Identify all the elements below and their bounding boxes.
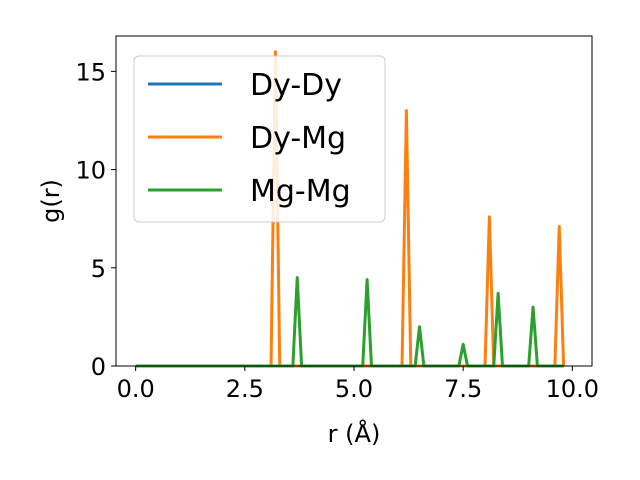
y-axis-label: g(r): [37, 179, 65, 223]
axes: 0.0 2.5 5.0 7.5 10.0 0 5 10 15: [75, 35, 599, 403]
x-tick-label: 0.0: [117, 375, 155, 403]
x-tick-label: 10.0: [546, 375, 599, 403]
y-tick-label: 10: [75, 157, 106, 185]
y-tick-label: 0: [91, 353, 106, 381]
x-tick-label: 5.0: [335, 375, 373, 403]
x-axis-label: r (Å): [328, 419, 381, 448]
x-tick-label: 7.5: [444, 375, 482, 403]
legend: Dy-Dy Dy-Mg Mg-Mg: [133, 55, 386, 223]
legend-label-dy-mg: Dy-Mg: [250, 121, 346, 156]
y-tick-label: 15: [75, 58, 106, 86]
legend-box: [133, 55, 386, 223]
legend-label-dy-dy: Dy-Dy: [250, 68, 342, 103]
y-tick-label: 5: [91, 255, 106, 283]
x-tick-label: 2.5: [226, 375, 264, 403]
legend-label-mg-mg: Mg-Mg: [250, 174, 351, 209]
